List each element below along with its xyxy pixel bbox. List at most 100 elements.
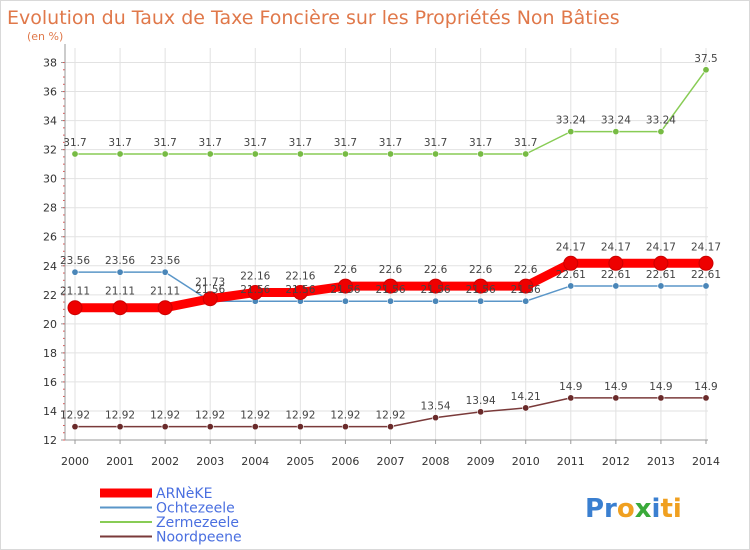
data-label-noordpeene: 12.92 — [60, 410, 90, 422]
data-label-zermezeele: 33.24 — [646, 115, 676, 127]
data-label-ochtezeele: 21.56 — [330, 284, 360, 296]
legend-label-zermezeele: Zermezeele — [156, 515, 239, 531]
series-zermezeele — [71, 66, 710, 158]
logo-part: Pr — [585, 494, 617, 524]
data-point-noordpeene — [161, 423, 169, 431]
data-label-ochtezeele: 21.56 — [240, 284, 270, 296]
data-point-noordpeene — [477, 408, 485, 416]
data-label-arn-ke: 24.17 — [601, 241, 631, 253]
x-tick-label: 2014 — [692, 455, 720, 468]
data-label-arn-ke: 21.11 — [105, 286, 135, 298]
data-label-zermezeele: 31.7 — [63, 137, 86, 149]
data-label-zermezeele: 31.7 — [514, 137, 537, 149]
data-label-zermezeele: 31.7 — [334, 137, 357, 149]
data-label-noordpeene: 12.92 — [330, 410, 360, 422]
data-label-noordpeene: 12.92 — [150, 410, 180, 422]
data-label-noordpeene: 12.92 — [195, 410, 225, 422]
data-point-noordpeene — [657, 394, 665, 402]
data-label-ochtezeele: 22.61 — [646, 269, 676, 281]
y-tick-label: 30 — [43, 173, 57, 186]
series-layer — [67, 66, 714, 431]
data-label-ochtezeele: 21.56 — [511, 284, 541, 296]
data-point-zermezeele — [386, 150, 394, 158]
data-label-ochtezeele: 23.56 — [105, 255, 135, 267]
data-label-ochtezeele: 21.56 — [421, 284, 451, 296]
y-tick-label: 18 — [43, 347, 57, 360]
data-point-arn-ke — [563, 255, 579, 271]
data-label-noordpeene: 14.9 — [694, 381, 717, 393]
data-point-ochtezeele — [386, 297, 394, 305]
y-tick-label: 12 — [43, 434, 57, 447]
x-tick-label: 2008 — [422, 455, 450, 468]
data-point-zermezeele — [206, 150, 214, 158]
data-point-noordpeene — [116, 423, 124, 431]
data-point-noordpeene — [567, 394, 575, 402]
data-point-noordpeene — [612, 394, 620, 402]
data-point-ochtezeele — [567, 282, 575, 290]
y-tick-label: 26 — [43, 231, 57, 244]
data-label-noordpeene: 13.94 — [466, 395, 496, 407]
data-label-zermezeele: 37.5 — [694, 53, 717, 65]
data-label-ochtezeele: 21.56 — [375, 284, 405, 296]
data-label-arn-ke: 22.6 — [469, 264, 493, 276]
series-arn-ke — [67, 255, 714, 316]
data-label-noordpeene: 12.92 — [375, 410, 405, 422]
y-tick-label: 16 — [43, 376, 57, 389]
data-point-ochtezeele — [432, 297, 440, 305]
data-label-zermezeele: 31.7 — [424, 137, 447, 149]
data-labels: 31.7 31.7 31.7 31.7 31.7 31.7 31.7 31.7 31.7 31.7… — [60, 53, 721, 422]
data-point-arn-ke — [112, 300, 128, 316]
data-label-ochtezeele: 21.56 — [285, 284, 315, 296]
x-tick-label: 2006 — [331, 455, 359, 468]
data-point-arn-ke — [157, 300, 173, 316]
data-label-arn-ke: 22.6 — [379, 264, 403, 276]
data-point-noordpeene — [341, 423, 349, 431]
data-point-ochtezeele — [116, 268, 124, 276]
data-label-ochtezeele: 23.56 — [150, 255, 180, 267]
x-tick-label: 2010 — [512, 455, 540, 468]
data-label-ochtezeele: 22.61 — [691, 269, 721, 281]
data-label-noordpeene: 14.9 — [559, 381, 582, 393]
data-point-noordpeene — [251, 423, 259, 431]
data-point-ochtezeele — [612, 282, 620, 290]
data-point-zermezeele — [522, 150, 530, 158]
y-tick-label: 34 — [43, 115, 57, 128]
data-point-ochtezeele — [702, 282, 710, 290]
y-tick-label: 20 — [43, 318, 57, 331]
data-label-noordpeene: 14.9 — [649, 381, 672, 393]
x-tick-label: 2013 — [647, 455, 675, 468]
data-label-noordpeene: 12.92 — [240, 410, 270, 422]
data-point-zermezeele — [432, 150, 440, 158]
y-tick-label: 14 — [43, 405, 57, 418]
data-point-zermezeele — [657, 128, 665, 136]
series-noordpeene — [71, 394, 710, 431]
data-point-zermezeele — [612, 128, 620, 136]
data-label-arn-ke: 24.17 — [556, 241, 586, 253]
proxiti-logo: Proxiti — [585, 494, 682, 524]
logo-part: i — [652, 494, 661, 524]
data-label-ochtezeele: 22.61 — [556, 269, 586, 281]
data-point-arn-ke — [247, 284, 263, 300]
data-label-arn-ke: 21.73 — [195, 277, 225, 289]
x-tick-label: 2004 — [241, 455, 269, 468]
data-label-noordpeene: 14.21 — [511, 391, 541, 403]
data-point-ochtezeele — [71, 268, 79, 276]
data-point-noordpeene — [702, 394, 710, 402]
data-point-arn-ke — [428, 278, 444, 294]
y-tick-label: 32 — [43, 144, 57, 157]
y-tick-label: 22 — [43, 289, 57, 302]
x-tick-label: 2001 — [106, 455, 134, 468]
data-label-zermezeele: 31.7 — [199, 137, 222, 149]
legend-label-noordpeene: Noordpeene — [156, 530, 242, 546]
data-point-ochtezeele — [522, 297, 530, 305]
data-point-noordpeene — [71, 423, 79, 431]
y-tick-label: 36 — [43, 86, 57, 99]
data-label-zermezeele: 31.7 — [244, 137, 267, 149]
data-label-zermezeele: 33.24 — [601, 115, 631, 127]
data-label-ochtezeele: 22.61 — [601, 269, 631, 281]
data-point-arn-ke — [202, 291, 218, 307]
data-point-zermezeele — [161, 150, 169, 158]
data-label-arn-ke: 22.16 — [240, 270, 270, 282]
legend-label-ochtezeele: Ochtezeele — [156, 501, 235, 517]
